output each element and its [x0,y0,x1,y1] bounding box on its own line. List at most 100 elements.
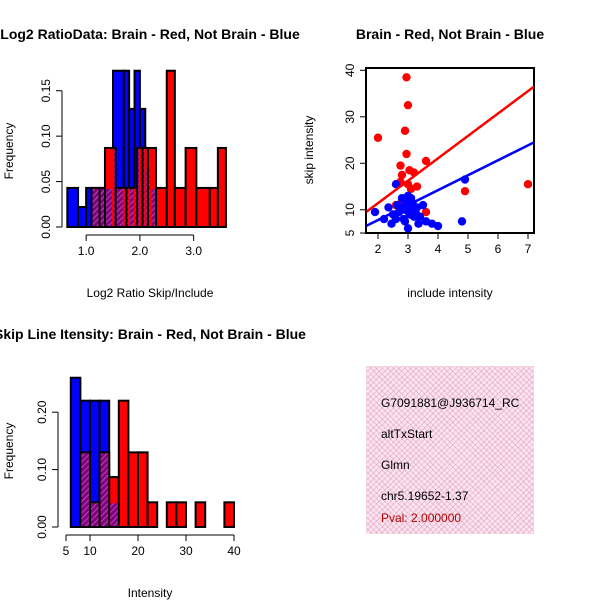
ratio-histogram-ylabel: Frequency [2,123,16,180]
intensity-histogram-red-bar [194,501,207,529]
scatter-blue-point [370,207,380,217]
ratio-histogram-overlap-bar [114,148,115,226]
scatter-blue-point [433,221,443,231]
intensity-histogram-overlap-bar [81,453,89,526]
intensity-histogram-x-tick-label: 30 [179,544,193,558]
scatter-red-point [421,156,431,166]
intensity-histogram-red-bar [175,501,187,529]
ratio-histogram-red-bar [165,69,176,229]
ratio-histogram-overlap-bar [146,168,147,226]
ratio-histogram-y-tick-label: 0.10 [39,124,53,148]
scatter-red-point [403,100,413,110]
scatter-ylabel: skip intensity [302,116,316,185]
pval-text: Pval: 2.000000 [381,511,462,525]
scatter-y-tick-label: 20 [343,156,357,170]
scatter-red-point [402,73,411,82]
scatter-xlabel: include intensity [407,286,492,300]
scatter-red-point [400,126,410,135]
ratio-histogram-overlap-bar [124,188,126,226]
location-text: chr5.19652-1.37 [381,489,469,503]
ratio-histogram-y-tick-label: 0.15 [39,79,53,103]
scatter-blue-point [418,200,428,210]
ratio-histogram-title: Log2 RatioData: Brain - Red, Not Brain -… [0,26,300,42]
intensity-histogram-red-bar [127,451,139,528]
ratio-histogram-red-bar [195,186,211,228]
scatter-blue-point [457,217,467,226]
ratio-histogram-panel: Log2 RatioData: Brain - Red, Not Brain -… [0,26,300,300]
intensity-histogram-xlabel: Intensity [128,586,173,600]
scatter-x-tick-label: 3 [405,242,412,256]
scatter-x-tick-label: 2 [375,242,382,256]
ratio-histogram-overlap-bar [135,188,137,226]
scatter-x-tick-label: 5 [465,242,472,256]
scatter-y-tick-label: 40 [343,63,357,77]
ratio-histogram-ylabel-group: Frequency [2,123,16,180]
scatter-blue-point [414,219,423,228]
intensity-histogram-y-tick-label: 0.20 [35,400,49,424]
scatter-red-point [397,170,407,180]
scatter-x-tick-label: 4 [435,242,442,256]
scatter-blue-point [406,193,416,203]
ratio-histogram-overlap-bar [143,148,145,226]
ratio-histogram-x-tick-label: 2.0 [132,244,149,258]
scatter-blue-fit-line [366,141,534,228]
scatter-red-point [412,182,422,191]
intensity-histogram-red-bar [117,399,130,528]
scatter-x-tick-label: 6 [495,242,502,256]
scatter-blue-point [415,212,425,221]
intensity-histogram-title: Skip Line Itensity: Brain - Red, Not Bra… [0,326,306,342]
scatter-blue-point [391,214,401,224]
scatter-x-tick-label: 7 [525,242,532,256]
ratio-histogram-y-tick-label: 0.00 [39,215,53,239]
intensity-histogram-overlap-bar [110,503,118,526]
ratio-histogram-x-tick-label: 1.0 [78,244,95,258]
scatter-title: Brain - Red, Not Brain - Blue [356,26,544,42]
event-info-panel: G7091881@J936714_RC altTxStart Glmn chr5… [366,366,534,534]
event-type-text: altTxStart [381,427,433,441]
scatter-panel: Brain - Red, Not Brain - Blue skip inten… [302,26,544,300]
scatter-y-tick-label: 30 [343,110,357,124]
ratio-histogram-red-bar [208,186,219,228]
ratio-histogram-overlap-bar [151,188,156,226]
intensity-histogram-red-bar [165,501,178,529]
scatter-blue-point [400,217,410,226]
intensity-histogram-x-tick-label: 5 [63,544,70,558]
ratio-histogram-overlap-bar [100,188,104,226]
scatter-red-point [373,133,383,142]
ratio-histogram-overlap-bar [116,188,123,226]
scatter-red-fit-line [366,85,534,214]
intensity-histogram-y-tick-label: 0.10 [35,458,49,482]
intensity-histogram-overlap-bar [100,453,109,526]
ratio-histogram-bars [66,69,227,229]
ratio-histogram-overlap-bar [148,168,150,226]
intensity-histogram-x-tick-label: 10 [83,544,97,558]
scatter-red-point [396,161,405,170]
ratio-histogram-red-bar [184,146,198,228]
intensity-histogram-overlap-bar [91,503,99,526]
ratio-histogram-blue-bar [77,206,88,228]
ratio-histogram-red-bar [173,186,187,228]
intensity-histogram-bars [69,376,235,529]
intensity-histogram-red-bar [146,501,159,529]
ratio-histogram-red-bar [216,146,227,228]
gene-name-text: Glmn [381,458,410,472]
scatter-y-tick-label: 10 [343,203,357,217]
ratio-histogram-overlap-bar [127,188,129,226]
intensity-histogram-ylabel: Frequency [2,423,16,480]
ratio-histogram-overlap-bar [130,188,134,226]
intensity-histogram-x-tick-label: 40 [227,544,241,558]
ratio-histogram-overlap-bar [92,188,99,226]
scatter-blue-point [384,203,393,212]
ratio-histogram-xlabel: Log2 Ratio Skip/Include [87,286,214,300]
scatter-red-point [523,179,533,189]
intensity-histogram-y-tick-label: 0.00 [35,515,49,539]
scatter-marks [366,73,534,233]
ratio-histogram-blue-bar [66,186,80,228]
scatter-blue-point [391,179,401,189]
intensity-histogram-panel: Skip Line Itensity: Brain - Red, Not Bra… [0,326,306,600]
scatter-red-point [402,149,411,159]
ratio-histogram-red-bar [155,186,168,228]
scatter-blue-point [403,224,413,233]
scatter-red-point [421,207,431,217]
